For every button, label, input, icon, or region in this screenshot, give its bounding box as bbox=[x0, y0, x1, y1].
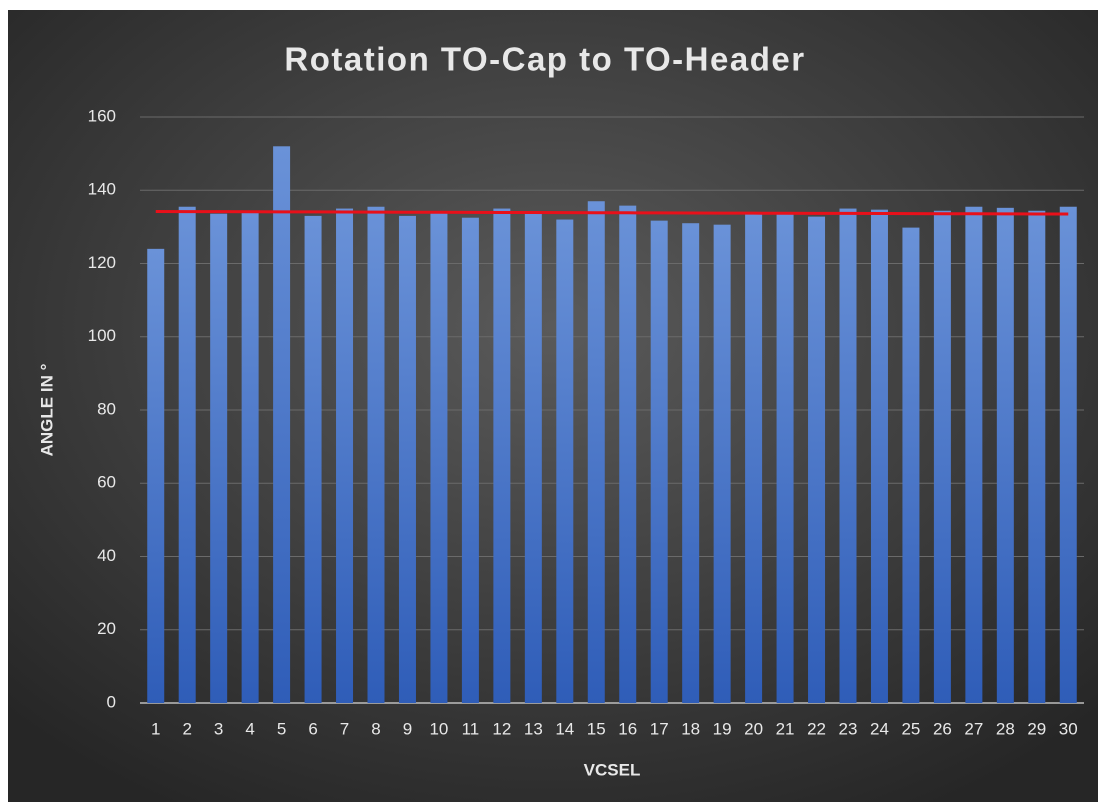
x-tick-label: 12 bbox=[492, 719, 511, 738]
x-tick-label: 22 bbox=[807, 719, 826, 738]
bar bbox=[304, 215, 322, 703]
chart-title: Rotation TO-Cap to TO-Header bbox=[284, 41, 805, 78]
x-axis-label: VCSEL bbox=[584, 760, 641, 779]
x-tick-label: 30 bbox=[1059, 719, 1078, 738]
bar bbox=[210, 213, 228, 703]
x-tick-label: 6 bbox=[308, 719, 317, 738]
y-tick-label: 40 bbox=[97, 546, 116, 565]
bar bbox=[839, 208, 857, 703]
x-tick-label: 2 bbox=[182, 719, 191, 738]
x-tick-label: 28 bbox=[996, 719, 1015, 738]
x-tick-label: 20 bbox=[744, 719, 763, 738]
x-tick-label: 26 bbox=[933, 719, 952, 738]
y-tick-label: 120 bbox=[88, 253, 116, 272]
bar bbox=[273, 146, 291, 704]
bar bbox=[713, 224, 731, 704]
x-tick-label: 27 bbox=[964, 719, 983, 738]
x-tick-label: 29 bbox=[1027, 719, 1046, 738]
x-tick-label: 1 bbox=[151, 719, 160, 738]
x-tick-label: 16 bbox=[618, 719, 637, 738]
x-tick-label: 19 bbox=[713, 719, 732, 738]
x-tick-label: 21 bbox=[776, 719, 795, 738]
x-tick-label: 5 bbox=[277, 719, 286, 738]
x-tick-label: 4 bbox=[245, 719, 254, 738]
bar bbox=[619, 205, 637, 703]
y-tick-label: 160 bbox=[88, 106, 116, 125]
bar bbox=[776, 212, 794, 703]
y-tick-label: 100 bbox=[88, 326, 116, 345]
bar bbox=[808, 216, 826, 703]
bar bbox=[1059, 206, 1077, 703]
bar bbox=[870, 209, 888, 703]
bar bbox=[147, 248, 165, 703]
x-tick-label: 24 bbox=[870, 719, 889, 738]
bar bbox=[1028, 210, 1046, 703]
y-tick-label: 60 bbox=[97, 473, 116, 492]
x-tick-label: 7 bbox=[340, 719, 349, 738]
bar bbox=[965, 206, 983, 703]
bar bbox=[398, 215, 416, 703]
x-tick-label: 25 bbox=[901, 719, 920, 738]
y-tick-label: 140 bbox=[88, 180, 116, 199]
bar bbox=[178, 206, 196, 703]
bar bbox=[336, 208, 354, 703]
x-tick-label: 9 bbox=[403, 719, 412, 738]
bar bbox=[461, 217, 479, 703]
x-tick-label: 14 bbox=[555, 719, 574, 738]
bar bbox=[367, 206, 385, 703]
x-tick-label: 17 bbox=[650, 719, 669, 738]
bar bbox=[430, 212, 448, 703]
x-tick-label: 10 bbox=[429, 719, 448, 738]
y-tick-label: 80 bbox=[97, 399, 116, 418]
bar bbox=[996, 207, 1014, 703]
y-axis-label: ANGLE IN ° bbox=[37, 363, 56, 456]
x-tick-label: 8 bbox=[371, 719, 380, 738]
y-tick-label: 20 bbox=[97, 619, 116, 638]
trend-line bbox=[155, 209, 1069, 216]
bar bbox=[556, 219, 574, 704]
x-tick-label: 13 bbox=[524, 719, 543, 738]
x-tick-label: 11 bbox=[462, 719, 480, 738]
bar bbox=[524, 212, 542, 703]
bar bbox=[650, 220, 668, 703]
x-tick-label: 15 bbox=[587, 719, 606, 738]
y-tick-label: 0 bbox=[107, 692, 116, 711]
bar bbox=[933, 210, 951, 703]
bar bbox=[493, 208, 511, 703]
bar bbox=[682, 223, 700, 703]
bar bbox=[902, 227, 920, 704]
bar bbox=[587, 201, 605, 704]
bar bbox=[241, 212, 259, 703]
x-tick-label: 18 bbox=[681, 719, 700, 738]
bar bbox=[745, 212, 763, 703]
x-tick-label: 3 bbox=[214, 719, 223, 738]
x-tick-label: 23 bbox=[839, 719, 858, 738]
